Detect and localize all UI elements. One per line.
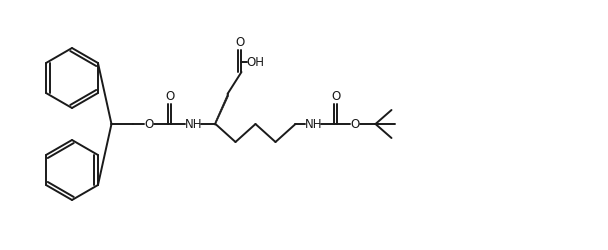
Text: NH: NH bbox=[185, 118, 202, 130]
Text: O: O bbox=[331, 90, 340, 102]
Polygon shape bbox=[215, 92, 229, 126]
Text: NH: NH bbox=[305, 118, 322, 130]
Text: O: O bbox=[235, 36, 244, 49]
Text: O: O bbox=[351, 118, 360, 130]
Text: O: O bbox=[145, 118, 154, 130]
Text: O: O bbox=[165, 90, 174, 102]
Text: OH: OH bbox=[246, 56, 264, 68]
